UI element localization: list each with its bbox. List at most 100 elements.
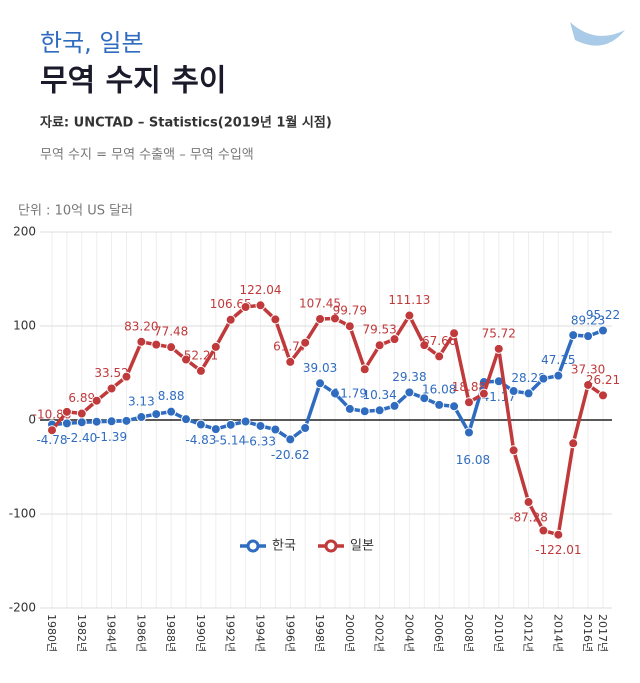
data-label: 77.48 — [154, 325, 188, 339]
point — [225, 314, 236, 325]
point — [389, 334, 400, 345]
point — [449, 328, 460, 339]
data-label: -10.86 — [33, 408, 72, 422]
x-tick-label: 2010년 — [492, 614, 505, 652]
data-label: 33.52 — [94, 366, 128, 380]
point — [508, 386, 519, 397]
point — [91, 395, 102, 406]
logo — [570, 22, 625, 46]
point — [255, 420, 266, 431]
point — [344, 321, 355, 332]
data-label: 99.79 — [333, 304, 367, 318]
point — [583, 331, 594, 342]
x-tick-label: 1990년 — [194, 614, 207, 652]
point — [61, 418, 72, 429]
point — [434, 399, 445, 410]
point — [255, 300, 266, 311]
point — [285, 434, 296, 445]
point — [136, 412, 147, 423]
data-label: 61.77 — [273, 339, 307, 353]
point — [523, 497, 534, 508]
data-label: 29.38 — [392, 370, 426, 384]
data-label: 8.88 — [158, 389, 185, 403]
data-label: -4.83 — [185, 433, 216, 447]
point — [225, 419, 236, 430]
y-tick-label: -100 — [9, 507, 36, 521]
x-tick-label: 2002년 — [373, 614, 386, 652]
x-tick-label: 2000년 — [343, 614, 356, 652]
point — [76, 417, 87, 428]
point — [285, 356, 296, 367]
x-tick-label: 1980년 — [45, 614, 58, 652]
data-label: 10.34 — [362, 388, 396, 402]
point — [344, 403, 355, 414]
y-tick-label: 100 — [13, 319, 36, 333]
x-tick-label: 1984년 — [105, 614, 118, 652]
x-tick-label: 1982년 — [75, 614, 88, 652]
point — [449, 401, 460, 412]
x-tick-label: 2016년 — [581, 614, 594, 652]
data-label: 67.66 — [422, 334, 456, 348]
point — [463, 397, 474, 408]
data-label: 3.13 — [128, 395, 155, 409]
point — [210, 424, 221, 435]
point — [315, 313, 326, 324]
subtitle: 무역 수지 = 무역 수출액 – 무역 수입액 — [40, 148, 254, 163]
legend-marker — [246, 539, 260, 553]
x-tick-label: 2006년 — [432, 614, 445, 652]
point — [359, 406, 370, 417]
data-label: -5.14 — [215, 433, 246, 447]
x-tick-label: 2012년 — [522, 614, 535, 652]
point — [523, 388, 534, 399]
point — [270, 424, 281, 435]
point — [195, 419, 206, 430]
point — [300, 422, 311, 433]
data-label: 18.88 — [452, 380, 486, 394]
unit-label: 단위 : 10억 US 달러 — [18, 204, 133, 219]
point — [553, 529, 564, 540]
point — [210, 341, 221, 352]
data-label: 75.72 — [482, 326, 516, 340]
data-label: -4.78 — [36, 433, 67, 447]
point — [538, 525, 549, 536]
point — [359, 364, 370, 375]
point — [166, 342, 177, 353]
point — [195, 365, 206, 376]
point — [493, 343, 504, 354]
point — [106, 383, 117, 394]
source: 자료: UNCTAD – Statistics(2019년 1월 시점) — [40, 115, 332, 131]
y-tick-label: 0 — [28, 413, 36, 427]
point — [598, 325, 608, 336]
point — [329, 313, 340, 324]
point — [151, 409, 162, 420]
point — [315, 378, 326, 389]
data-label: 6.89 — [68, 391, 95, 405]
data-label: 52.21 — [184, 348, 218, 362]
x-tick-label: 2017년 — [596, 614, 609, 652]
point — [151, 339, 162, 350]
legend-label: 한국 — [272, 539, 296, 554]
point — [463, 427, 474, 438]
data-label: 95.22 — [586, 308, 620, 322]
data-label: 16.08 — [422, 382, 456, 396]
point — [419, 393, 430, 404]
point — [568, 438, 579, 449]
data-label: 26.21 — [586, 373, 620, 387]
data-label: -1.39 — [96, 430, 127, 444]
data-label: 89.23 — [571, 314, 605, 328]
point — [508, 445, 519, 456]
legend-label: 일본 — [350, 539, 374, 554]
point — [76, 408, 87, 419]
y-tick-label: 200 — [13, 225, 36, 239]
point — [181, 414, 192, 425]
point — [598, 390, 608, 401]
x-tick-label: 2008년 — [462, 614, 475, 652]
point — [300, 337, 311, 348]
x-tick-label: 2004년 — [402, 614, 415, 652]
point — [404, 310, 415, 321]
supertitle: 한국, 일본 — [40, 29, 144, 57]
point — [121, 415, 132, 426]
point — [478, 388, 489, 399]
data-label: 28.28 — [511, 371, 545, 385]
